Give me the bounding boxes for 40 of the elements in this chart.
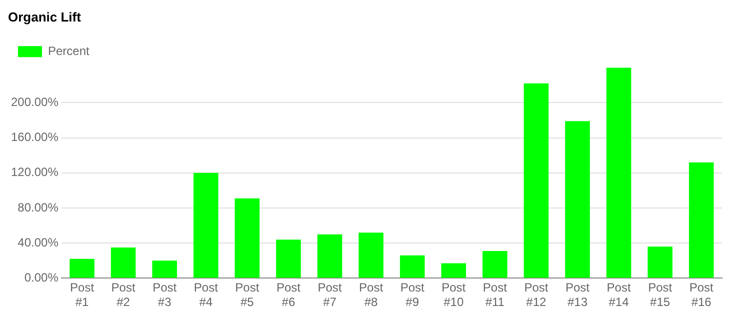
y-tick-label: 160.00% — [11, 130, 59, 144]
bar — [194, 172, 218, 278]
x-tick-label: Post #6 — [276, 280, 302, 310]
x-tick-label: Post #10 — [442, 280, 466, 310]
x-tick-label: Post #12 — [524, 280, 549, 310]
y-tick-label: 200.00% — [11, 95, 59, 110]
bar — [358, 232, 384, 278]
bar — [606, 68, 632, 278]
x-tick-label: Post #4 — [194, 280, 219, 310]
bar — [400, 255, 425, 278]
chart-title: Organic Lift — [8, 9, 82, 24]
x-tick-label: Post #2 — [111, 280, 136, 310]
x-tick-label: Post #5 — [235, 280, 260, 310]
x-tick-label: Post #15 — [648, 280, 673, 310]
bar — [688, 162, 714, 278]
x-tick-label: Post #7 — [318, 280, 342, 310]
legend-label: Percent — [48, 44, 90, 58]
y-tick-label: 0.00% — [24, 270, 59, 285]
bar — [441, 263, 466, 278]
bar — [234, 198, 260, 278]
x-tick-label: Post #9 — [400, 280, 425, 310]
bar — [152, 260, 177, 278]
bar — [276, 240, 301, 278]
bar — [648, 246, 672, 278]
bar — [565, 121, 590, 278]
x-tick-label: Post #11 — [482, 280, 508, 310]
x-tick-label: Post #1 — [70, 280, 95, 310]
x-tick-label: Post #3 — [152, 280, 178, 310]
x-tick-label: Post #14 — [606, 280, 632, 310]
bar — [317, 234, 342, 278]
y-tick-label: 40.00% — [18, 235, 59, 250]
x-tick-label: Post #16 — [689, 280, 714, 310]
bar — [524, 83, 549, 278]
x-tick-label: Post #8 — [359, 280, 384, 310]
bar — [110, 247, 136, 278]
x-tick-label: Post #13 — [565, 280, 590, 310]
bar — [70, 258, 94, 278]
y-tick-label: 120.00% — [11, 165, 59, 180]
y-tick-label: 80.00% — [18, 200, 59, 214]
bar — [482, 251, 508, 278]
